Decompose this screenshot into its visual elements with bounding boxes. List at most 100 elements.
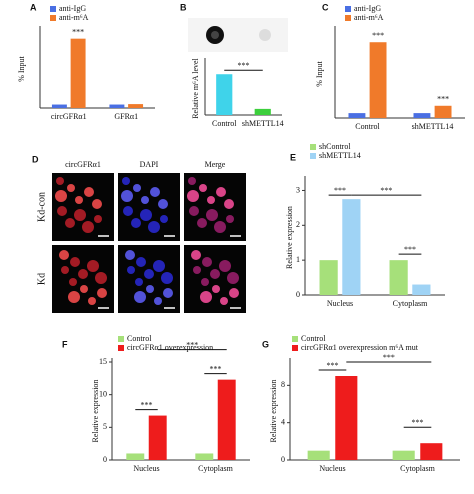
x-tick-label: shMETTL14 [412,122,454,131]
y-tick-label: 0 [103,455,107,464]
y-tick-label: 0 [296,290,300,299]
x-tick-label: Control [212,119,237,128]
row-label: Kd-con [36,192,47,222]
cell [61,266,69,274]
y-axis-label: Relative expression [91,380,100,443]
panel-letter: F [62,339,68,349]
column-label: DAPI [140,160,159,169]
legend-swatch [292,336,298,342]
cell [216,187,226,197]
cell [94,215,102,223]
cell [78,269,88,279]
bar [128,104,144,108]
y-axis-label: Relative expression [285,206,294,269]
cell [55,190,67,202]
y-axis-label: Relative m⁶A level [191,57,200,118]
cell [136,257,146,267]
cell [207,196,215,204]
cell [160,215,168,223]
bar [195,453,214,460]
cell [127,266,135,274]
cell [123,206,133,216]
cell [163,288,173,298]
panel-letter: D [32,154,39,164]
x-tick-label: shMETTL14 [242,119,284,128]
cell [92,199,102,209]
cell [158,199,168,209]
legend-swatch [292,345,298,351]
cell [220,297,228,305]
cell [121,190,133,202]
cell [224,199,234,209]
dot [259,29,271,41]
cell [229,288,239,298]
cell [67,184,75,192]
y-axis-label: % Input [17,55,26,81]
column-label: circGFRα1 [65,160,101,169]
cell [59,250,69,260]
cell [148,221,160,233]
legend-label: anti-IgG [354,4,381,13]
bar [307,450,330,460]
bar [319,260,338,295]
column-label: Merge [205,160,226,169]
bar [216,74,233,115]
legend-label: circGFRα1 overexpression m⁶A mut [301,343,419,352]
x-tick-label: Control [355,122,380,131]
cell [210,269,220,279]
cell [87,260,99,272]
y-axis-label: Relative expression [269,380,278,443]
cell [80,285,88,293]
cell [122,177,130,185]
cell [69,278,77,286]
cell [150,187,160,197]
bar [254,108,271,115]
significance-label: *** [437,95,449,104]
panel-letter: G [262,339,269,349]
legend-swatch [118,336,124,342]
legend-label: Control [301,334,326,343]
cell [68,291,80,303]
row-label: Kd [36,273,47,285]
cell [201,278,209,286]
significance-label: *** [72,27,84,36]
legend-swatch [310,144,316,150]
legend-swatch [50,15,56,21]
cell [188,177,196,185]
y-tick-label: 0 [281,455,285,464]
cell [214,221,226,233]
legend-label: Control [127,334,152,343]
cell [135,278,143,286]
x-tick-label: Nucleus [133,464,159,473]
cell [65,218,75,228]
bar [413,113,431,118]
x-tick-label: GFRα1 [114,112,138,121]
y-tick-label: 5 [103,422,107,431]
cell [161,272,173,284]
panel-letter: A [30,2,37,12]
bar [335,376,358,460]
significance-label: *** [141,400,153,409]
bar [348,113,366,118]
cell [193,266,201,274]
y-tick-label: 1 [296,255,300,264]
y-tick-label: 10 [99,389,107,398]
legend-label: circGFRα1 overexpression [127,343,213,352]
legend-label: anti-IgG [59,4,86,13]
cell [131,218,141,228]
legend-label: shControl [319,142,351,151]
cell [134,291,146,303]
cell [197,218,207,228]
bar [109,104,125,108]
x-tick-label: Cytoplasm [393,299,428,308]
bar [420,443,443,460]
significance-label: *** [334,186,346,195]
legend-swatch [345,6,351,12]
cell [191,250,201,260]
cell [227,272,239,284]
cell [84,187,94,197]
x-tick-label: Cytoplasm [400,464,435,473]
bar [148,415,167,460]
cell [206,209,218,221]
significance-label: *** [327,361,339,370]
